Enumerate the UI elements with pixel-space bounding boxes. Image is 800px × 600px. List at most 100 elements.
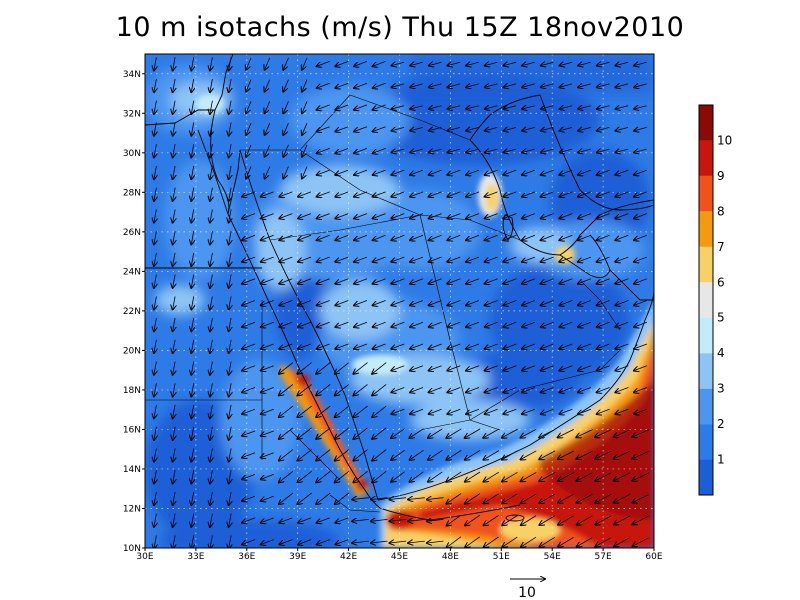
wind-vector <box>466 84 479 87</box>
wind-vector <box>335 449 350 461</box>
wind-vector <box>391 169 405 175</box>
colorbar-frame <box>698 104 714 496</box>
wind-vector <box>502 493 518 503</box>
wind-vector <box>634 278 648 284</box>
wind-vector <box>597 106 610 109</box>
wind-vector <box>521 428 537 437</box>
wind-vector <box>210 78 213 92</box>
wind-vector <box>558 450 574 459</box>
wind-vector <box>154 361 157 375</box>
wind-vector <box>410 213 424 219</box>
colorbar-segment <box>699 353 713 389</box>
wind-vector <box>429 278 442 284</box>
wind-vector <box>577 537 593 547</box>
lat-lon-grid <box>145 54 654 548</box>
lat-tick-label: 18N <box>123 386 141 396</box>
wind-vector <box>504 149 517 152</box>
wind-vector <box>391 387 405 393</box>
wind-vector <box>465 471 481 482</box>
wind-vector <box>483 428 500 438</box>
reference-vector: 10 <box>510 579 545 600</box>
wind-vector <box>410 449 424 460</box>
wind-vector <box>559 278 573 284</box>
wind-vector <box>316 362 331 374</box>
wind-vector <box>634 408 648 414</box>
wind-vector <box>521 536 537 547</box>
wind-vector <box>615 127 629 130</box>
wind-vector <box>502 515 518 526</box>
wind-vector <box>297 405 312 417</box>
wind-vector <box>428 471 443 482</box>
wind-vector <box>595 429 612 438</box>
wind-vector <box>298 256 312 262</box>
wind-vector <box>154 404 157 418</box>
wind-vector <box>615 62 629 65</box>
wind-vector <box>597 343 610 349</box>
wind-vector <box>210 361 213 375</box>
wind-vector <box>634 300 648 306</box>
wind-vector <box>429 213 442 219</box>
wind-vector <box>634 127 647 130</box>
wind-vector <box>242 387 256 393</box>
wind-vector <box>615 365 629 371</box>
wind-vector <box>597 127 610 130</box>
wind-vector <box>448 149 461 152</box>
wind-vector <box>210 187 213 201</box>
wind-vector <box>372 384 387 395</box>
wind-vector <box>353 449 368 461</box>
wind-vector <box>191 513 193 527</box>
wind-vector <box>154 187 157 201</box>
wind-vector <box>448 106 461 109</box>
colorbar-segment <box>699 175 713 212</box>
wind-vector <box>279 492 294 504</box>
wind-vector <box>229 404 232 418</box>
wind-vector <box>446 450 462 460</box>
wind-vector <box>502 536 518 547</box>
wind-vector <box>261 191 274 197</box>
wind-vector <box>391 343 405 349</box>
wind-vector <box>261 517 274 523</box>
wind-vector <box>558 493 574 503</box>
wind-vector <box>246 123 252 135</box>
wind-vector <box>154 78 157 92</box>
wind-vector <box>429 300 442 306</box>
wind-vector <box>173 296 176 309</box>
colorbar-label: 1 <box>717 453 725 467</box>
wind-vector <box>615 278 629 284</box>
wind-vector <box>373 213 386 219</box>
wind-vector <box>447 514 462 526</box>
wind-vector <box>448 84 461 87</box>
wind-vector <box>210 513 213 527</box>
wind-vector <box>154 122 157 136</box>
wind-vector <box>242 452 256 458</box>
wind-vector <box>373 82 386 88</box>
wind-vector <box>352 519 369 521</box>
wind-vector <box>335 148 349 153</box>
wind-vector <box>466 213 480 219</box>
wind-vector <box>390 498 407 500</box>
wind-vector <box>503 365 517 371</box>
wind-vector <box>558 472 574 482</box>
wind-vector <box>191 383 193 396</box>
wind-vector <box>614 472 631 481</box>
wind-vector <box>541 300 554 306</box>
wind-vector <box>298 300 312 306</box>
wind-vector <box>615 256 629 262</box>
wind-vector <box>485 408 498 414</box>
wind-vector <box>335 213 349 219</box>
wind-vector <box>335 343 349 349</box>
wind-vector <box>210 339 213 353</box>
wind-vector <box>261 452 274 458</box>
wind-vector <box>317 278 330 284</box>
wind-vector <box>391 408 405 414</box>
lat-tick-label: 22N <box>123 307 141 317</box>
lat-tick-label: 14N <box>123 465 141 475</box>
wind-vector <box>465 536 481 548</box>
wind-vector <box>578 84 591 87</box>
wind-vector <box>298 191 312 197</box>
wind-vector <box>261 365 274 371</box>
wind-vector <box>634 169 648 175</box>
wind-vector <box>317 213 330 219</box>
wind-vector <box>541 213 554 219</box>
wind-vector <box>522 234 536 240</box>
